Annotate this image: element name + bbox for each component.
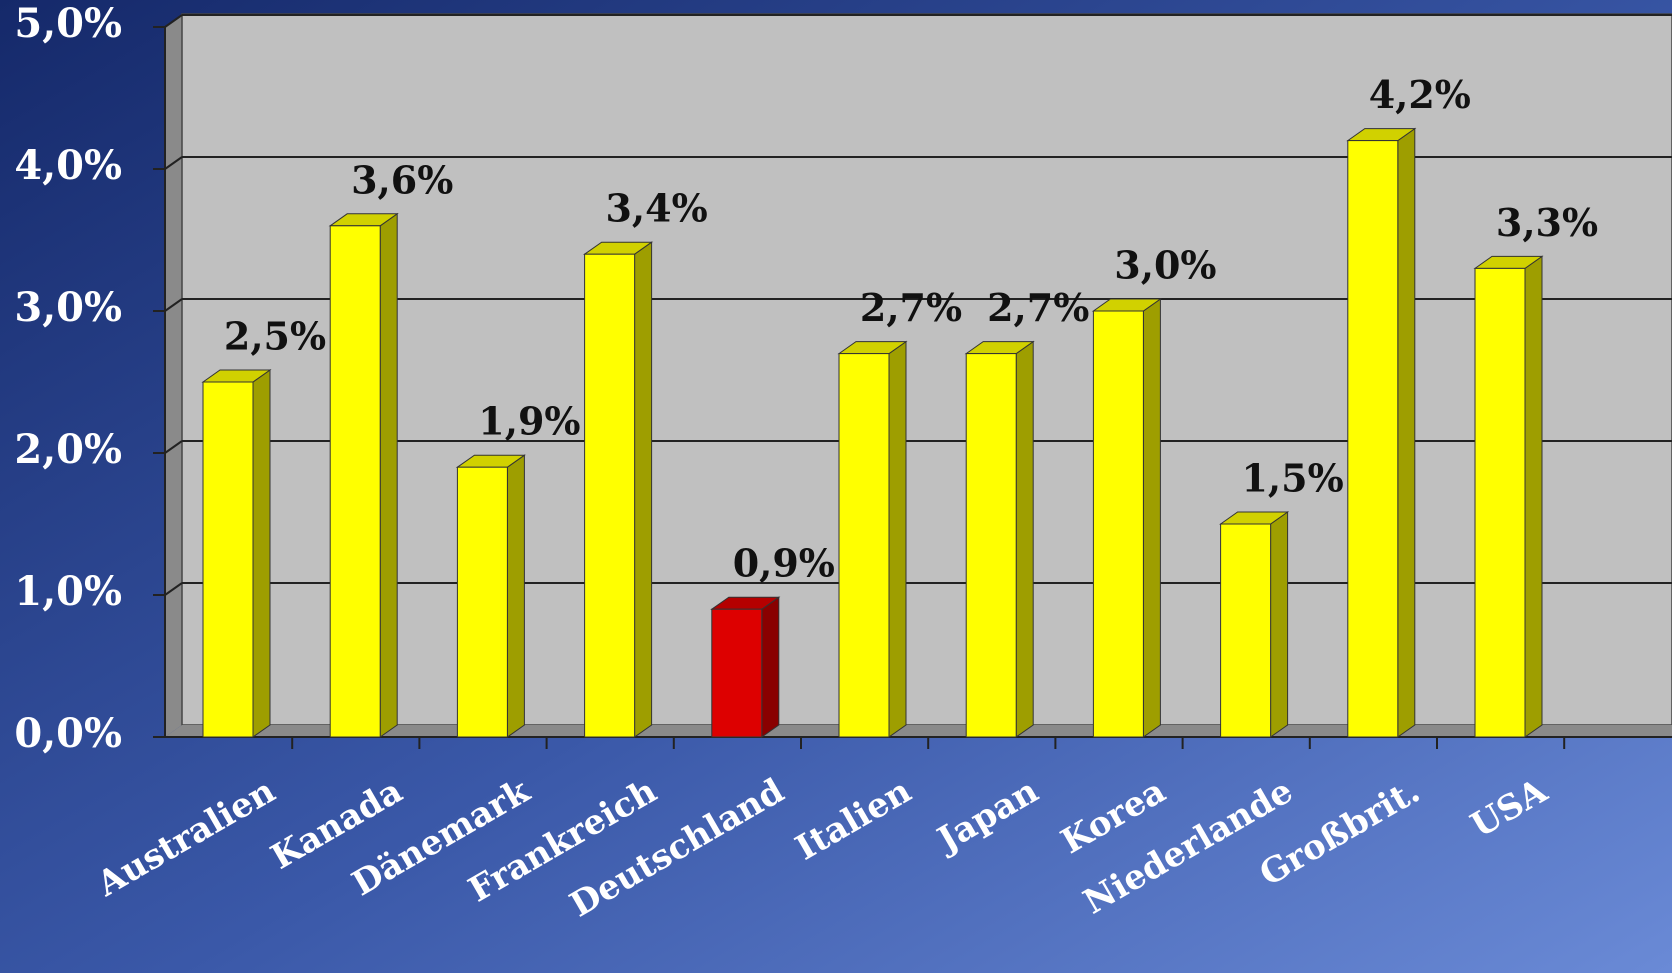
bar [1347,140,1399,738]
value-label: 1,5% [1241,456,1343,501]
value-label: 3,0% [1114,243,1216,288]
y-tick-label: 0,0% [14,710,122,757]
bar-side [1524,255,1543,738]
grid-line [164,14,183,28]
bar [329,225,381,738]
bar [202,381,254,738]
bar [838,353,890,738]
value-label: 2,5% [224,314,326,359]
back-wall [181,13,1672,726]
bar-side [506,454,525,738]
value-label: 3,6% [351,157,453,202]
bar-side [1015,340,1034,738]
grid-line [164,156,183,170]
bar [584,253,636,738]
bar [1092,310,1144,738]
bar-side [634,241,653,738]
grid-line [164,582,183,596]
y-tick-label: 3,0% [14,284,122,331]
value-label: 1,9% [478,399,580,444]
bar [711,608,763,738]
y-tick-label: 4,0% [14,142,122,189]
grid-line [164,440,183,454]
y-tick-label: 2,0% [14,426,122,473]
bar-side [1270,511,1289,738]
bar-side [252,369,271,738]
value-label: 0,9% [733,541,835,586]
value-label: 4,2% [1369,72,1471,117]
value-label: 2,7% [860,285,962,330]
y-tick-label: 1,0% [14,568,122,615]
value-label: 2,7% [987,285,1089,330]
value-label: 3,3% [1496,200,1598,245]
bar-side [379,212,398,738]
bar [1220,523,1272,738]
bar-side [1397,127,1416,738]
bar [965,353,1017,738]
y-tick-label: 5,0% [14,0,122,47]
bar-side [888,340,907,738]
floor [165,725,1672,737]
bar-side [1142,298,1161,738]
bar [456,466,508,738]
grid-line [164,298,183,312]
bar-side [761,596,780,738]
bar [1474,267,1526,738]
value-label: 3,4% [605,186,707,231]
left-wall [165,14,182,737]
